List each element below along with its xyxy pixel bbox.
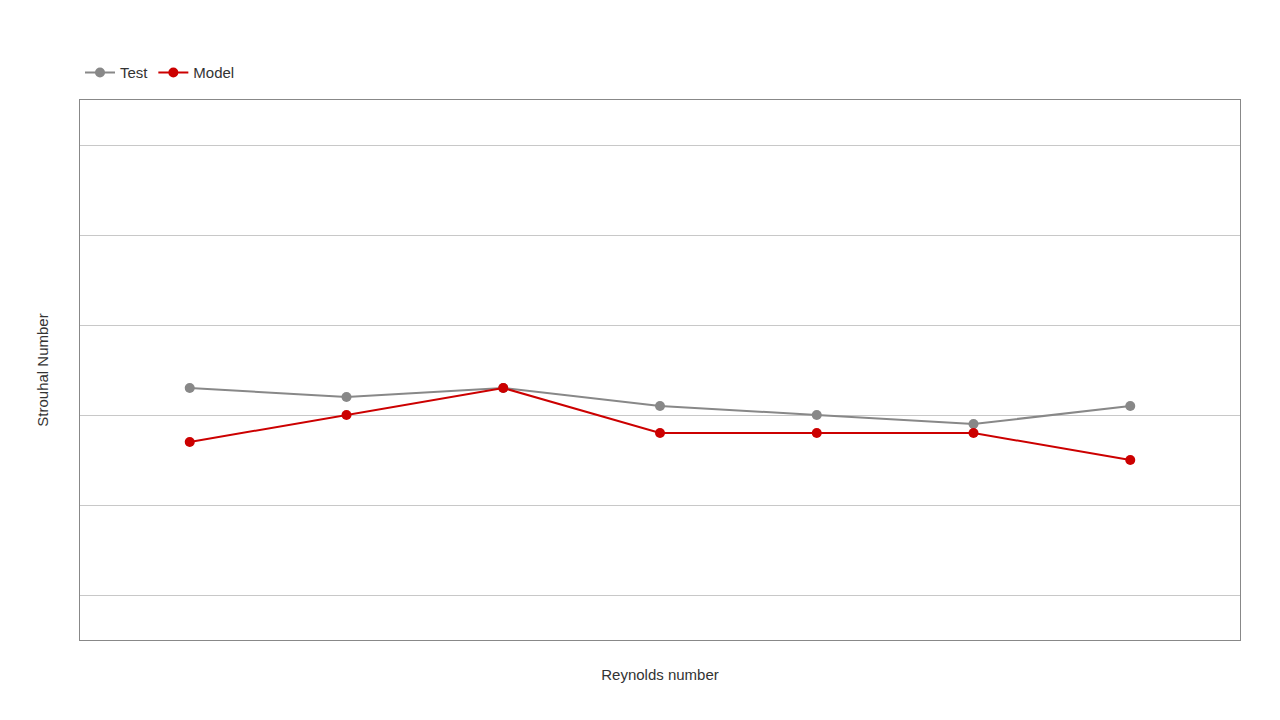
svg-text:Test: Test <box>120 64 148 81</box>
svg-text:Model: Model <box>193 64 234 81</box>
svg-text:Strouhal Number: Strouhal Number <box>34 313 51 426</box>
svg-text:Reynolds number: Reynolds number <box>601 666 719 683</box>
